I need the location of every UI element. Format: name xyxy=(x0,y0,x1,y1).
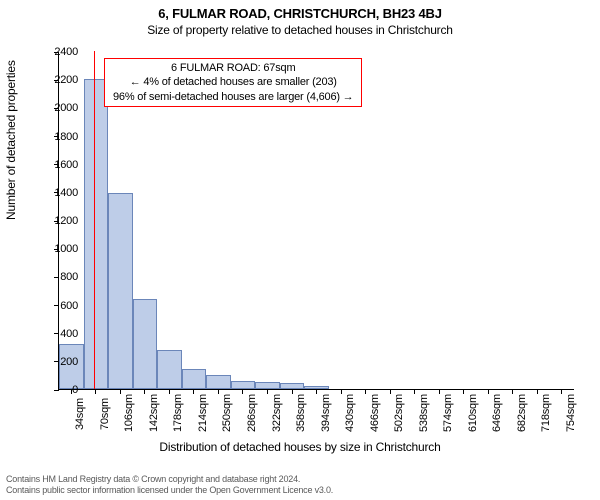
x-tick-label: 34sqm xyxy=(74,398,86,432)
property-marker-line xyxy=(94,51,95,389)
x-tick xyxy=(95,389,96,394)
x-tick xyxy=(414,389,415,394)
x-tick xyxy=(488,389,489,394)
y-tick-label: 1400 xyxy=(54,187,78,199)
annotation-line-3: 96% of semi-detached houses are larger (… xyxy=(113,90,353,104)
x-tick xyxy=(316,389,317,394)
x-tick-label: 358sqm xyxy=(295,398,307,432)
x-tick xyxy=(463,389,464,394)
x-tick-label: 394sqm xyxy=(320,398,332,432)
x-tick xyxy=(144,389,145,394)
annotation-box: 6 FULMAR ROAD: 67sqm← 4% of detached hou… xyxy=(104,58,362,107)
x-tick xyxy=(169,389,170,394)
footer-attribution: Contains HM Land Registry data © Crown c… xyxy=(6,474,333,497)
x-axis-label: Distribution of detached houses by size … xyxy=(0,440,600,454)
y-tick xyxy=(54,305,59,306)
y-tick-label: 600 xyxy=(60,300,78,312)
x-tick xyxy=(242,389,243,394)
x-tick xyxy=(120,389,121,394)
x-tick-label: 574sqm xyxy=(442,398,454,432)
histogram-bar xyxy=(133,299,158,389)
x-tick xyxy=(439,389,440,394)
y-tick xyxy=(54,277,59,278)
chart-title-address: 6, FULMAR ROAD, CHRISTCHURCH, BH23 4BJ xyxy=(0,0,600,21)
histogram-bar xyxy=(255,382,280,389)
y-tick-label: 1000 xyxy=(54,243,78,255)
x-tick-label: 286sqm xyxy=(246,398,258,432)
x-tick-label: 142sqm xyxy=(148,398,160,432)
y-tick-label: 2200 xyxy=(54,74,78,86)
x-tick-label: 718sqm xyxy=(540,398,552,432)
x-tick xyxy=(537,389,538,394)
x-tick-label: 466sqm xyxy=(369,398,381,432)
x-tick xyxy=(561,389,562,394)
x-tick xyxy=(292,389,293,394)
y-tick-label: 2400 xyxy=(54,46,78,58)
y-tick xyxy=(54,361,59,362)
histogram-bar xyxy=(108,193,133,389)
x-tick xyxy=(267,389,268,394)
annotation-line-2: ← 4% of detached houses are smaller (203… xyxy=(113,75,353,89)
y-axis-label: Number of detached properties xyxy=(4,60,18,220)
x-tick-label: 250sqm xyxy=(221,398,233,432)
histogram-bar xyxy=(206,375,231,389)
y-tick-label: 200 xyxy=(60,356,78,368)
chart-container: 6, FULMAR ROAD, CHRISTCHURCH, BH23 4BJ S… xyxy=(0,0,600,500)
x-tick-label: 430sqm xyxy=(344,398,356,432)
footer-line-2: Contains public sector information licen… xyxy=(6,485,333,496)
x-tick xyxy=(512,389,513,394)
x-tick-label: 70sqm xyxy=(99,398,111,432)
histogram-bar xyxy=(231,381,256,389)
x-tick xyxy=(365,389,366,394)
x-tick xyxy=(218,389,219,394)
x-tick-label: 178sqm xyxy=(172,398,184,432)
x-tick-label: 646sqm xyxy=(491,398,503,432)
y-tick-label: 800 xyxy=(60,271,78,283)
footer-line-1: Contains HM Land Registry data © Crown c… xyxy=(6,474,333,485)
y-tick-label: 1200 xyxy=(54,215,78,227)
x-tick-label: 754sqm xyxy=(565,398,577,432)
x-tick-label: 682sqm xyxy=(516,398,528,432)
y-tick xyxy=(54,390,59,391)
x-tick-label: 610sqm xyxy=(467,398,479,432)
y-tick-label: 2000 xyxy=(54,102,78,114)
x-tick-label: 214sqm xyxy=(197,398,209,432)
y-tick xyxy=(54,333,59,334)
x-tick xyxy=(390,389,391,394)
histogram-bar xyxy=(84,79,109,389)
x-tick-label: 502sqm xyxy=(393,398,405,432)
y-tick-label: 0 xyxy=(72,384,78,396)
histogram-bar xyxy=(157,350,182,389)
y-tick-label: 1600 xyxy=(54,159,78,171)
y-tick-label: 1800 xyxy=(54,131,78,143)
histogram-bar xyxy=(182,369,207,389)
y-tick-label: 400 xyxy=(60,328,78,340)
chart-title-description: Size of property relative to detached ho… xyxy=(0,21,600,37)
x-tick-label: 106sqm xyxy=(123,398,135,432)
annotation-line-1: 6 FULMAR ROAD: 67sqm xyxy=(113,61,353,75)
x-tick xyxy=(341,389,342,394)
x-tick-label: 538sqm xyxy=(418,398,430,432)
x-tick xyxy=(193,389,194,394)
x-tick-label: 322sqm xyxy=(271,398,283,432)
